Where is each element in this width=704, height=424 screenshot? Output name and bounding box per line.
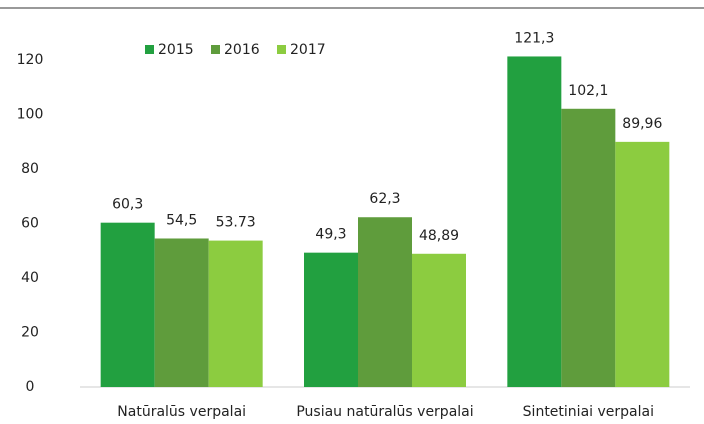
bar xyxy=(412,253,466,387)
legend-swatch xyxy=(145,45,154,54)
bar xyxy=(304,252,358,387)
value-label: 48,89 xyxy=(419,228,459,244)
value-label: 60,3 xyxy=(112,197,143,213)
x-tick-label: Pusiau natūralūs verpalai xyxy=(296,404,473,420)
bar xyxy=(615,141,670,387)
y-tick-label: 120 xyxy=(17,52,44,68)
bar xyxy=(154,238,209,387)
y-tick-label: 80 xyxy=(21,161,39,177)
bar xyxy=(358,217,412,387)
x-tick-label: Natūralūs verpalai xyxy=(117,404,246,420)
bar xyxy=(561,108,616,387)
value-label: 54,5 xyxy=(166,212,197,228)
legend-label: 2015 xyxy=(158,42,194,58)
bar xyxy=(100,222,155,387)
bar xyxy=(208,240,263,387)
legend-label: 2017 xyxy=(290,42,326,58)
legend-swatch xyxy=(211,45,220,54)
y-tick-label: 40 xyxy=(21,270,39,286)
y-tick-label: 0 xyxy=(26,379,35,395)
y-tick-label: 60 xyxy=(21,216,39,232)
value-label: 89,96 xyxy=(622,116,662,132)
value-label: 121,3 xyxy=(514,30,554,46)
value-label: 62,3 xyxy=(369,191,400,207)
legend-swatch xyxy=(277,45,286,54)
value-label: 53.73 xyxy=(216,215,256,231)
y-tick-label: 100 xyxy=(17,107,44,123)
x-tick-label: Sintetiniai verpalai xyxy=(523,404,654,420)
value-label: 102,1 xyxy=(568,83,608,99)
bar xyxy=(507,56,562,388)
y-tick-label: 20 xyxy=(21,325,39,341)
value-label: 49,3 xyxy=(315,227,346,243)
legend-label: 2016 xyxy=(224,42,260,58)
